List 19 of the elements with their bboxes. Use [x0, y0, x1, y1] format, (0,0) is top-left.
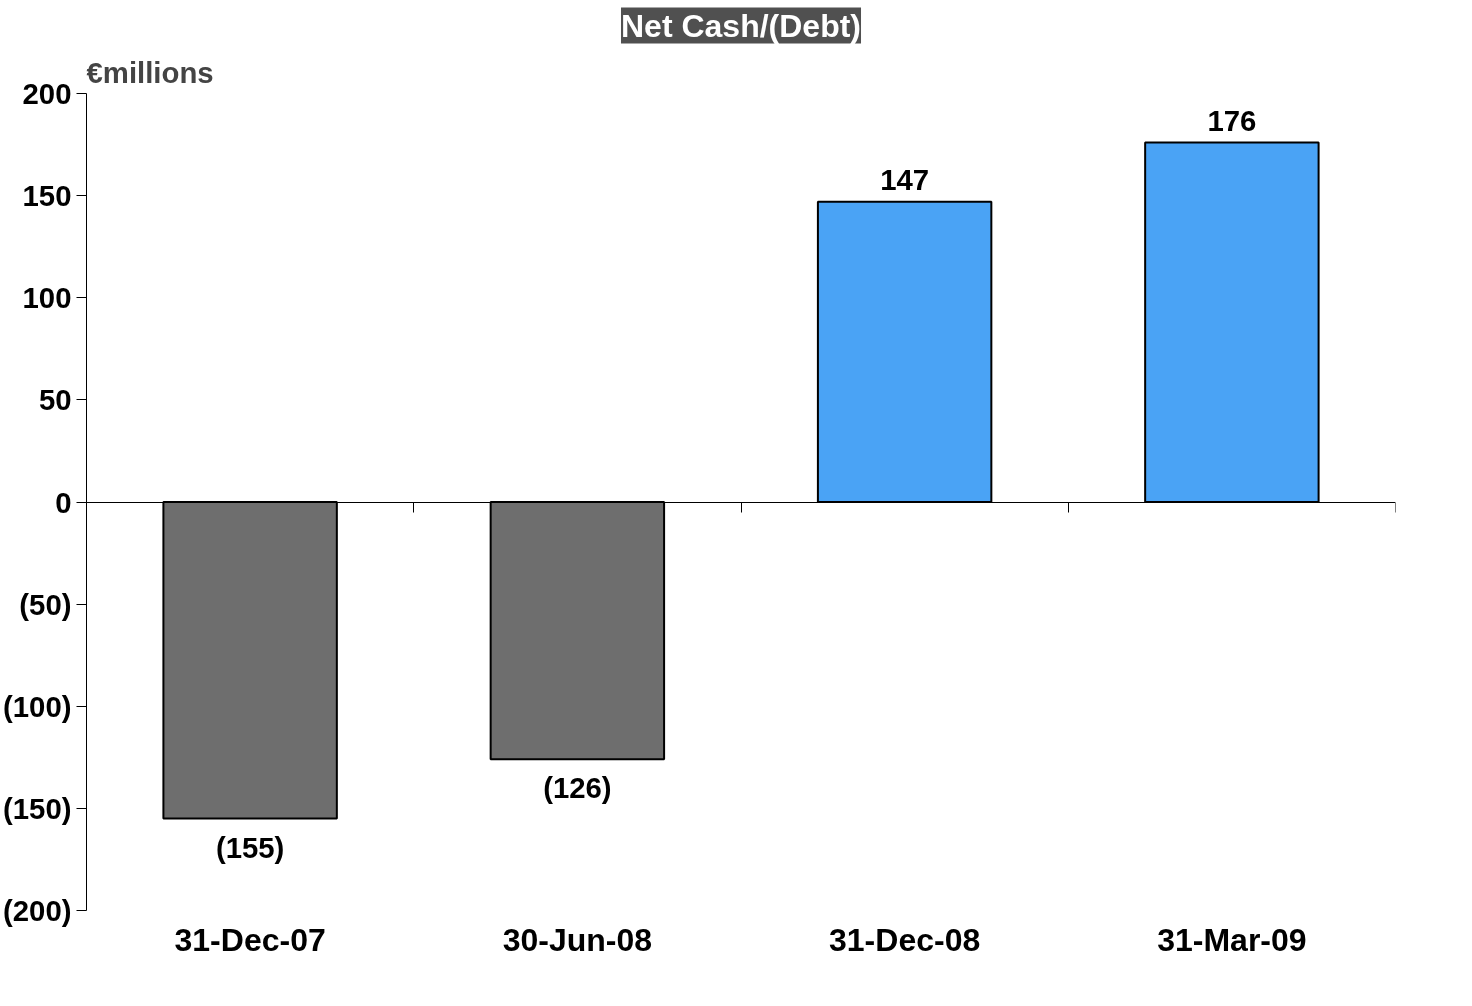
y-tick-label: 200 [22, 77, 72, 110]
x-tick-label: 31-Dec-08 [829, 921, 981, 958]
data-label: (155) [215, 830, 285, 864]
y-tick-label: (100) [3, 689, 72, 723]
x-tick-label: 31-Mar-09 [1157, 921, 1307, 958]
x-tick-label: 30-Jun-08 [502, 921, 653, 958]
y-tick-label: (50) [19, 587, 72, 621]
y-axis-title: €millions [86, 55, 214, 89]
data-label: 176 [1207, 103, 1257, 137]
y-tick-label: 150 [22, 179, 72, 213]
y-tick-label: 0 [55, 485, 72, 519]
chart-title: Net Cash/(Debt) [620, 7, 862, 44]
y-tick-label: 100 [22, 281, 72, 315]
y-tick-label: 50 [38, 383, 72, 417]
y-tick-label: (150) [3, 791, 72, 825]
data-label: 147 [880, 162, 930, 196]
y-tick-label: (200) [3, 894, 72, 927]
x-tick-label: 31-Dec-07 [174, 921, 326, 958]
data-label: (126) [543, 771, 612, 805]
